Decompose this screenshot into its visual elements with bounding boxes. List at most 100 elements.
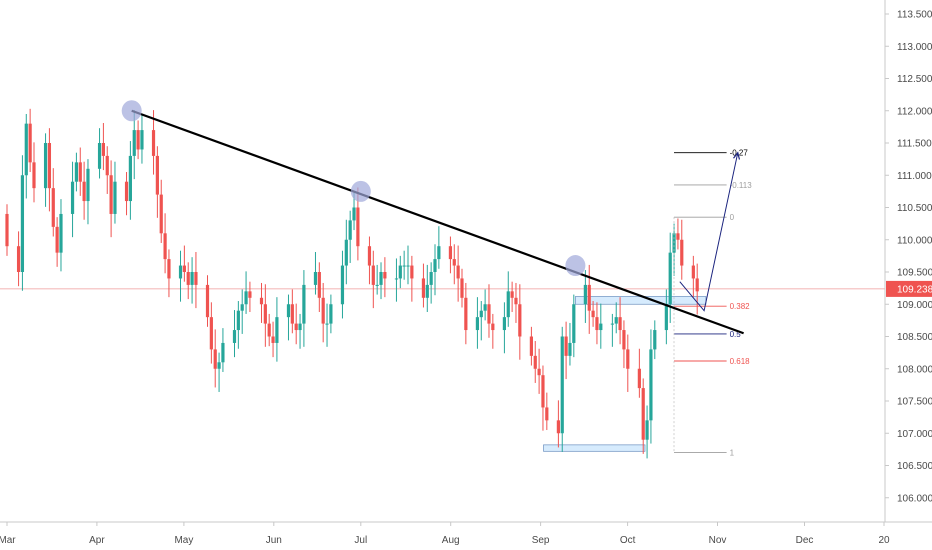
candle-body[interactable] <box>595 317 599 331</box>
candle-body[interactable] <box>587 284 591 311</box>
support-zone[interactable] <box>543 444 646 452</box>
candle-body[interactable] <box>402 265 406 267</box>
candle-body[interactable] <box>294 323 298 331</box>
candle-body[interactable] <box>452 259 456 266</box>
candle-body[interactable] <box>128 155 132 202</box>
candle-body[interactable] <box>248 291 252 298</box>
candle-body[interactable] <box>205 284 210 318</box>
candle-body[interactable] <box>221 342 225 363</box>
candle-body[interactable] <box>475 317 480 331</box>
candle-body[interactable] <box>109 175 113 214</box>
candle-body[interactable] <box>691 265 695 279</box>
candle-body[interactable] <box>518 304 522 337</box>
candle-body[interactable] <box>556 420 560 434</box>
candle-body[interactable] <box>537 368 541 376</box>
candle-body[interactable] <box>140 130 144 150</box>
candle-body[interactable] <box>232 330 237 343</box>
candle-body[interactable] <box>70 181 75 214</box>
plot-area[interactable]: -0.27 -0.113 0 0.382 0.5 0.618 1 <box>0 100 885 459</box>
candle-body[interactable] <box>97 143 102 169</box>
time-axis[interactable]: Mar Apr May Jun Jul Aug Sep Oct Nov Dec 20 <box>0 521 932 546</box>
candle-body[interactable] <box>668 252 672 305</box>
trendline[interactable] <box>131 109 744 335</box>
candle-body[interactable] <box>194 272 198 285</box>
candle-body[interactable] <box>618 317 622 331</box>
candle-body[interactable] <box>568 342 572 356</box>
candle-body[interactable] <box>190 272 194 285</box>
candle-body[interactable] <box>155 155 159 195</box>
candle-body[interactable] <box>151 130 156 156</box>
candle-body[interactable] <box>379 272 383 285</box>
candle-body[interactable] <box>344 239 348 266</box>
candle-body[interactable] <box>321 297 325 324</box>
candle-body[interactable] <box>533 355 537 369</box>
candle-body[interactable] <box>340 265 345 305</box>
candle-body[interactable] <box>437 246 441 260</box>
candle-body[interactable] <box>59 213 63 253</box>
candle-body[interactable] <box>680 239 684 266</box>
candle-body[interactable] <box>599 323 603 331</box>
candle-body[interactable] <box>649 349 653 421</box>
candle-body[interactable] <box>348 220 352 240</box>
price-axis[interactable]: 113.500 113.000 112.500 112.000 111.500 111.0… <box>884 0 932 522</box>
candle-body[interactable] <box>267 323 271 337</box>
candle-body[interactable] <box>20 175 25 272</box>
candle-body[interactable] <box>371 265 375 285</box>
candle-body[interactable] <box>460 278 464 298</box>
candle-body[interactable] <box>491 323 495 331</box>
candle-body[interactable] <box>240 304 244 311</box>
candle-body[interactable] <box>136 130 140 150</box>
support-zone[interactable] <box>575 296 707 305</box>
candle-body[interactable] <box>375 284 379 286</box>
candle-body[interactable] <box>124 181 129 202</box>
touch-marker[interactable] <box>565 255 586 277</box>
candle-body[interactable] <box>105 155 109 176</box>
candle-body[interactable] <box>167 259 171 279</box>
candle-body[interactable] <box>313 272 318 285</box>
candle-body[interactable] <box>325 323 329 325</box>
candle-body[interactable] <box>510 291 514 298</box>
candle-body[interactable] <box>16 246 21 272</box>
candle-body[interactable] <box>271 336 275 343</box>
candle-body[interactable] <box>5 213 9 247</box>
candle-body[interactable] <box>74 162 79 182</box>
candle-body[interactable] <box>317 272 321 298</box>
candle-body[interactable] <box>464 297 468 331</box>
candle-body[interactable] <box>82 181 86 202</box>
candle-body[interactable] <box>398 265 402 279</box>
candle-body[interactable] <box>217 362 221 369</box>
candle-body[interactable] <box>383 272 387 279</box>
touch-marker[interactable] <box>121 100 142 122</box>
candle-body[interactable] <box>244 291 248 305</box>
candle-body[interactable] <box>425 284 429 298</box>
candle-body[interactable] <box>159 194 163 234</box>
candle-body[interactable] <box>514 297 518 305</box>
candle-body[interactable] <box>298 323 302 331</box>
candle-body[interactable] <box>626 349 630 369</box>
candle-body[interactable] <box>32 162 36 189</box>
candle-body[interactable] <box>78 162 82 182</box>
candle-body[interactable] <box>448 246 453 260</box>
candle-body[interactable] <box>429 272 433 285</box>
candle-body[interactable] <box>406 265 410 267</box>
candle-body[interactable] <box>263 304 267 324</box>
candle-body[interactable] <box>560 336 564 434</box>
candle-body[interactable] <box>564 336 568 356</box>
candle-body[interactable] <box>236 310 240 331</box>
candle-body[interactable] <box>541 375 545 408</box>
candle-body[interactable] <box>479 310 483 318</box>
candle-body[interactable] <box>433 259 437 272</box>
candle-body[interactable] <box>113 181 117 214</box>
candle-body[interactable] <box>487 304 491 324</box>
candle-body[interactable] <box>545 407 549 421</box>
candle-body[interactable] <box>676 233 680 240</box>
candle-body[interactable] <box>394 278 399 280</box>
candle-body[interactable] <box>178 265 183 279</box>
candle-body[interactable] <box>367 246 372 266</box>
candle-body[interactable] <box>290 304 294 324</box>
candle-body[interactable] <box>641 388 645 440</box>
candle-body[interactable] <box>43 143 48 189</box>
candle-body[interactable] <box>591 310 595 318</box>
candle-body[interactable] <box>614 317 618 324</box>
candle-body[interactable] <box>410 265 414 279</box>
